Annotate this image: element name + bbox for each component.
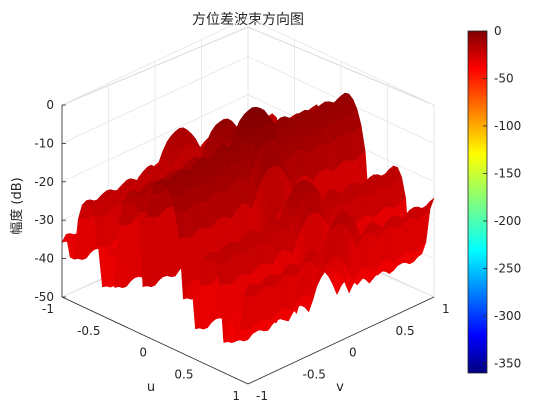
colorbar-tick-label: -200 — [494, 214, 521, 228]
colorbar-tick-label: -350 — [494, 357, 521, 371]
surface-plot — [61, 92, 435, 344]
u-axis-label: u — [147, 380, 155, 395]
z-tick-label: -40 — [34, 252, 54, 266]
u-axis-line — [61, 296, 249, 385]
surface-patch — [243, 284, 253, 297]
z-axis-label: 幅度 (dB) — [9, 177, 25, 234]
colorbar: 0 -50 -100 -150 -200 -250 -300 -350 — [467, 24, 521, 374]
colorbar-tick-label: -150 — [494, 167, 521, 181]
colorbar-tick-label: -250 — [494, 262, 521, 276]
colorbar-tick-label: -50 — [494, 72, 514, 86]
z-tick-label: -30 — [34, 213, 54, 227]
v-tick-label: -1 — [256, 389, 268, 403]
colorbar-ticks: 0 -50 -100 -150 -200 -250 -300 -350 — [483, 24, 521, 371]
v-axis-label: v — [336, 380, 344, 395]
u-tick-label: 1 — [232, 389, 240, 403]
u-tick-label: -1 — [42, 302, 54, 316]
v-tick-label: 0 — [349, 346, 357, 360]
z-tick-label: -50 — [34, 290, 54, 304]
v-axis-line — [247, 296, 435, 385]
u-tick-label: 0.5 — [174, 367, 193, 381]
z-tick-label: -10 — [34, 136, 54, 150]
colorbar-tick-label: 0 — [494, 24, 502, 38]
axis-lines — [61, 105, 435, 385]
z-tick-label: 0 — [46, 98, 54, 112]
v-tick-label: 0.5 — [396, 324, 415, 338]
colorbar-gradient — [467, 30, 488, 374]
u-tick-label: 0 — [139, 346, 147, 360]
v-tick-label: -0.5 — [303, 367, 326, 381]
z-tick-label: -20 — [34, 175, 54, 189]
axis-ticks: 0-10-20-30-40-50-1-0.500.51 -1-0.500.51 — [34, 98, 449, 403]
colorbar-tick-label: -100 — [494, 119, 521, 133]
u-tick-label: -0.5 — [77, 324, 100, 338]
colorbar-tick-label: -300 — [494, 309, 521, 323]
v-tick-label: 1 — [442, 302, 450, 316]
